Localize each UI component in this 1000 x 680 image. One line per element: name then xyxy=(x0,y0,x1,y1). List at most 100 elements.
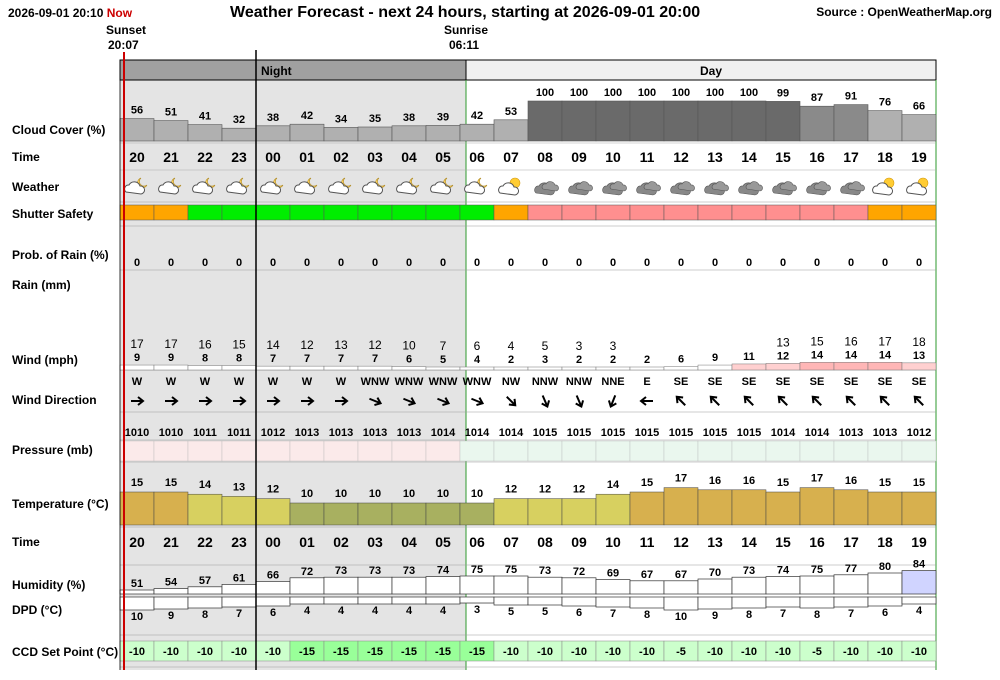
wind-bar xyxy=(867,362,903,371)
cloud-shape xyxy=(124,181,145,195)
wind-dir-label: WNW xyxy=(395,376,424,388)
humidity-value: 75 xyxy=(471,564,483,576)
arrow-shaft xyxy=(369,397,381,405)
pressure-value: 1014 xyxy=(499,427,524,439)
wind-arrow-icon xyxy=(675,395,686,406)
hour-label: 03 xyxy=(367,149,383,165)
humidity-bar xyxy=(391,576,427,595)
pressure-cell xyxy=(901,440,937,462)
temperature-value: 10 xyxy=(437,488,449,500)
wind-bar xyxy=(561,366,597,371)
pressure-cell xyxy=(527,440,563,462)
row-label-time: Time xyxy=(12,150,40,164)
dpd-bar xyxy=(833,596,869,608)
row-label-weather: Weather xyxy=(12,180,59,194)
temperature-bar xyxy=(799,487,835,526)
dpd-value: 4 xyxy=(372,605,379,617)
wind-gust-value: 4 xyxy=(508,339,515,353)
arrow-head xyxy=(408,397,417,407)
rain-prob-value: 0 xyxy=(236,257,242,269)
wind-arrow-icon xyxy=(913,395,924,406)
humidity-value: 51 xyxy=(131,578,143,590)
wind-arrow-icon xyxy=(165,396,179,406)
overcast-icon xyxy=(636,181,661,196)
shutter-cell xyxy=(187,204,223,221)
wind-speed-value: 9 xyxy=(712,352,718,364)
wind-gust-value: 16 xyxy=(844,334,858,348)
ccd-value: -10 xyxy=(707,646,723,658)
cloud-value: 99 xyxy=(777,87,789,99)
overcast-icon xyxy=(670,181,695,196)
dpd-value: 9 xyxy=(712,610,718,622)
cloud-bar xyxy=(561,100,597,142)
cloud-value: 100 xyxy=(604,87,622,99)
row-label-dpd: DPD (°C) xyxy=(12,603,62,617)
pressure-cell xyxy=(867,440,903,462)
day-header xyxy=(465,59,937,81)
cloud-bar xyxy=(153,120,189,142)
temperature-value: 12 xyxy=(539,484,551,496)
rain-prob-value: 0 xyxy=(270,257,276,269)
shutter-cell xyxy=(459,204,495,221)
wind-dir-label: E xyxy=(643,376,650,388)
cloud-bar xyxy=(697,100,733,142)
arrow-shaft xyxy=(812,396,822,406)
wind-bar xyxy=(527,366,563,371)
cloud-shape xyxy=(226,181,247,195)
dpd-value: 4 xyxy=(338,605,345,617)
wind-bar xyxy=(153,364,189,371)
ccd-value: -15 xyxy=(435,646,451,658)
dpd-bar xyxy=(799,596,835,609)
overcast-icon xyxy=(806,181,831,196)
hour-label: 05 xyxy=(435,534,451,550)
dpd-bar xyxy=(901,596,937,605)
pressure-value: 1013 xyxy=(329,427,353,439)
wind-bar xyxy=(459,366,495,371)
pressure-value: 1015 xyxy=(567,427,591,439)
dpd-bar xyxy=(493,596,529,606)
partly-cloudy-moon-icon xyxy=(396,177,420,195)
arrow-head xyxy=(575,400,585,408)
partly-cloudy-moon-icon xyxy=(124,177,148,195)
wind-dir-label: NNE xyxy=(601,376,624,388)
partly-cloudy-sun-icon xyxy=(906,177,929,196)
hour-label: 12 xyxy=(673,534,689,550)
wind-arrow-icon xyxy=(267,396,281,406)
hour-label: 01 xyxy=(299,149,315,165)
humidity-value: 74 xyxy=(777,565,790,577)
overcast-icon xyxy=(738,181,763,196)
cloud-bar xyxy=(323,127,359,142)
pressure-value: 1014 xyxy=(771,427,796,439)
wind-bar xyxy=(595,366,631,371)
wind-gust-value: 16 xyxy=(198,338,212,352)
wind-speed-value: 14 xyxy=(845,349,858,361)
row-label-pressure: Pressure (mb) xyxy=(12,443,93,457)
humidity-value: 80 xyxy=(879,561,891,573)
temperature-bar xyxy=(901,491,937,526)
wind-speed-value: 5 xyxy=(440,354,446,366)
wind-bar xyxy=(289,365,325,371)
hour-label: 11 xyxy=(640,149,655,165)
ccd-value: -10 xyxy=(197,646,213,658)
hour-label: 17 xyxy=(843,149,859,165)
wind-dir-label: NNW xyxy=(566,376,593,388)
wind-bar xyxy=(629,366,665,371)
dpd-bar xyxy=(731,596,767,609)
humidity-value: 72 xyxy=(573,566,585,578)
wind-speed-value: 7 xyxy=(338,353,344,365)
cloud-value: 100 xyxy=(536,87,554,99)
humidity-bar xyxy=(119,589,155,595)
temperature-value: 16 xyxy=(709,475,721,487)
humidity-bar xyxy=(765,576,801,595)
wind-arrow-icon xyxy=(199,396,213,406)
hour-label: 09 xyxy=(571,534,587,550)
temperature-bar xyxy=(221,496,257,526)
cloud-value: 56 xyxy=(131,105,143,117)
arrow-shaft xyxy=(541,395,549,407)
rain-prob-value: 0 xyxy=(780,257,786,269)
arrow-shaft xyxy=(437,397,449,405)
partly-cloudy-moon-icon xyxy=(328,177,352,195)
wind-dir-label: SE xyxy=(810,376,825,388)
shutter-cell xyxy=(153,204,189,221)
rain-prob-value: 0 xyxy=(882,257,888,269)
